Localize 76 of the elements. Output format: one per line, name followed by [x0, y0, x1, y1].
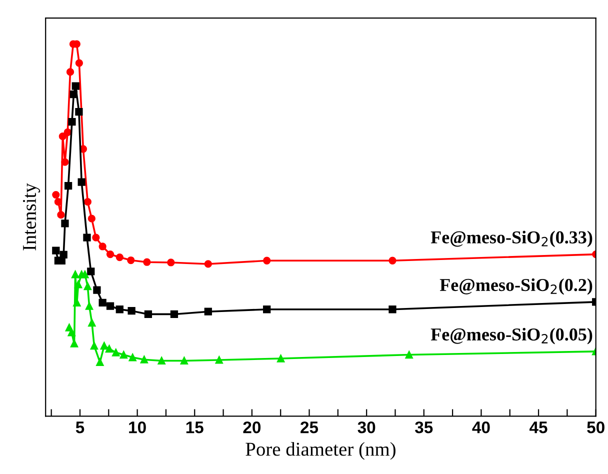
- point: [58, 132, 66, 140]
- point: [204, 260, 212, 268]
- point: [98, 298, 106, 306]
- point: [144, 310, 152, 318]
- x-tick-label: 25: [300, 421, 318, 434]
- point: [84, 198, 92, 206]
- point: [215, 356, 223, 364]
- point: [158, 356, 166, 365]
- point: [140, 356, 148, 364]
- x-tick-label: 10: [129, 421, 146, 434]
- series-label: Fe@meso-SiO$_{2}$(0.05): [430, 328, 592, 344]
- point: [92, 234, 100, 242]
- point: [71, 270, 80, 278]
- point: [263, 306, 271, 314]
- point: [85, 302, 94, 310]
- point: [90, 342, 98, 350]
- point: [143, 258, 151, 266]
- point: [128, 354, 136, 362]
- point: [167, 258, 175, 266]
- x-tick-label: 30: [358, 421, 376, 434]
- point: [75, 108, 83, 116]
- point: [388, 306, 396, 314]
- point: [263, 256, 271, 264]
- point: [93, 286, 101, 294]
- y-axis-title: Intensity: [22, 183, 40, 250]
- point: [120, 350, 128, 359]
- point: [75, 59, 84, 67]
- x-tick-label: 20: [243, 421, 261, 434]
- x-tick-label: 40: [472, 421, 490, 434]
- point: [405, 350, 413, 359]
- point: [57, 211, 65, 219]
- point: [60, 250, 68, 258]
- point: [116, 306, 124, 314]
- point: [100, 342, 108, 350]
- point: [83, 234, 91, 242]
- x-tick-label: 15: [186, 422, 204, 434]
- point: [96, 358, 104, 366]
- point: [61, 220, 69, 228]
- point: [112, 348, 120, 356]
- point: [61, 158, 69, 166]
- point: [64, 128, 72, 136]
- point: [72, 82, 80, 90]
- point: [64, 182, 72, 190]
- point: [74, 280, 82, 288]
- point: [106, 250, 114, 258]
- point: [116, 253, 124, 262]
- point: [170, 310, 178, 318]
- point: [128, 307, 136, 315]
- x-tick-label: 5: [76, 422, 84, 434]
- point: [68, 118, 76, 126]
- series-label: Fe@meso-SiO$_{2}$(0.33): [430, 230, 592, 248]
- point: [66, 68, 74, 76]
- point: [98, 242, 106, 250]
- x-axis-title: Pore diameter (nm): [246, 442, 396, 460]
- point: [180, 356, 188, 365]
- point: [78, 178, 86, 186]
- point: [70, 340, 78, 348]
- point: [105, 345, 114, 353]
- point: [204, 308, 212, 316]
- x-tick-label: 35: [415, 421, 433, 434]
- point: [88, 318, 96, 327]
- series-label: Fe@meso-SiO$_{2}$(0.2): [440, 278, 592, 295]
- point: [388, 256, 396, 264]
- point: [68, 328, 76, 336]
- point: [52, 246, 60, 254]
- point: [127, 256, 135, 264]
- point: [52, 190, 60, 199]
- point: [70, 90, 78, 98]
- point: [84, 282, 92, 290]
- point: [81, 270, 89, 278]
- point: [88, 214, 96, 222]
- point: [277, 354, 285, 362]
- point: [87, 268, 95, 276]
- x-tick-label: 50: [587, 421, 604, 434]
- x-tick-label: 45: [530, 422, 548, 434]
- point: [106, 302, 114, 310]
